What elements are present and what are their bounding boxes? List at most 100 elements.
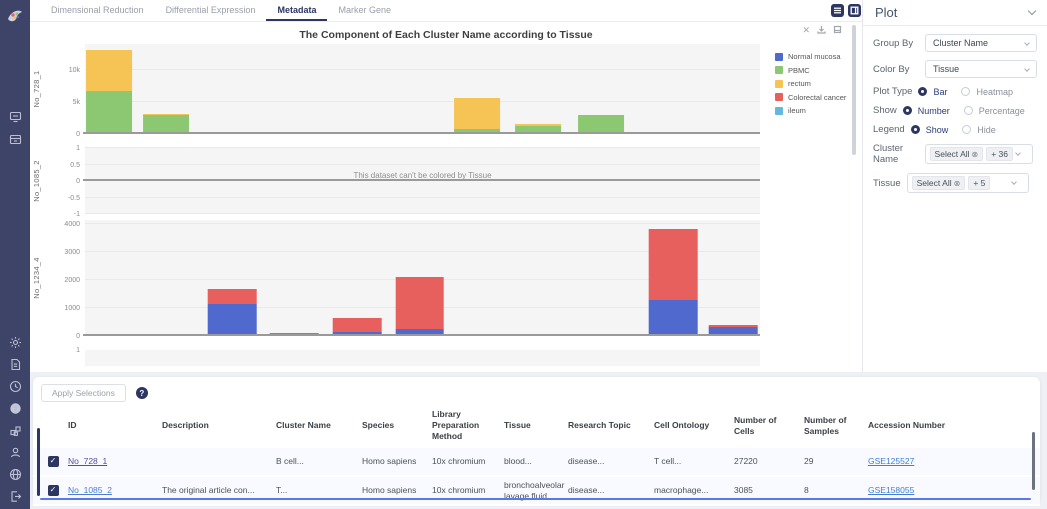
legend-item[interactable]: rectum — [775, 79, 846, 88]
stacked-bar[interactable] — [395, 220, 445, 336]
radio-heatmap[interactable] — [961, 87, 971, 96]
bar-segment[interactable] — [395, 277, 445, 330]
stacked-bar[interactable] — [143, 44, 189, 134]
bar-segment[interactable] — [454, 98, 501, 129]
expand-arrows-icon[interactable]: ✕ — [802, 25, 810, 35]
radio-legend-show[interactable] — [910, 125, 920, 134]
table-cell: Homo sapiens — [362, 485, 417, 496]
blocks-icon[interactable] — [9, 424, 22, 437]
table-horizontal-scrollbar[interactable] — [40, 498, 1031, 500]
table-right-scrollbar[interactable] — [1032, 432, 1035, 490]
radio-bar-label[interactable]: Bar — [933, 86, 948, 97]
legend-item[interactable]: PBMC — [775, 66, 846, 75]
bar-segment[interactable] — [708, 325, 758, 328]
radio-heatmap-label[interactable]: Heatmap — [976, 86, 1013, 97]
user-icon[interactable] — [9, 446, 22, 459]
archive-icon[interactable] — [9, 133, 22, 146]
bar-segment[interactable] — [577, 114, 624, 134]
panel-title: Plot — [875, 5, 898, 20]
bar-segment[interactable] — [143, 115, 189, 134]
legend-item[interactable]: Normal mucosa — [775, 52, 846, 61]
tab-marker-gene[interactable]: Marker Gene — [338, 4, 391, 15]
stacked-bar[interactable] — [207, 220, 257, 336]
bar-segment[interactable] — [85, 49, 132, 91]
stacked-bar[interactable] — [454, 44, 501, 134]
bar-segment[interactable] — [514, 124, 561, 126]
cluster-name-multiselect[interactable]: Select All ⊗ + 36 — [924, 144, 1033, 164]
radio-percentage-label[interactable]: Percentage — [978, 105, 1025, 116]
stacked-bar[interactable] — [708, 220, 758, 336]
stacked-bar[interactable] — [514, 44, 561, 134]
bar-segment[interactable] — [648, 299, 698, 336]
tab-differential-expression[interactable]: Differential Expression — [165, 4, 256, 15]
tab-dimensional-reduction[interactable]: Dimensional Reduction — [51, 4, 144, 15]
bar-segment[interactable] — [269, 332, 319, 335]
help-icon[interactable]: ? — [135, 387, 148, 399]
radio-number[interactable] — [902, 106, 912, 115]
bar-segment[interactable] — [454, 128, 501, 134]
help-circle-icon[interactable]: ? — [9, 402, 22, 415]
frame-icon[interactable] — [833, 25, 842, 36]
column-header: Accession Number — [868, 420, 945, 431]
stacked-bar[interactable] — [577, 44, 624, 134]
row-checkbox[interactable]: ✓ — [47, 456, 59, 468]
brightness-icon[interactable] — [9, 336, 22, 349]
color-by-select[interactable]: Tissue — [925, 60, 1037, 78]
bar-segment[interactable] — [708, 327, 758, 336]
logout-icon[interactable] — [9, 490, 22, 503]
apply-selections-button[interactable]: Apply Selections — [41, 384, 126, 402]
download-icon[interactable] — [817, 25, 826, 36]
tissue-multiselect[interactable]: Select All ⊗ + 5 — [906, 173, 1029, 193]
radio-legend-show-label[interactable]: Show — [925, 124, 949, 135]
bar-segment[interactable] — [332, 317, 382, 333]
select-all-tag[interactable]: Select All ⊗ — [911, 176, 966, 190]
stacked-bar[interactable] — [648, 220, 698, 336]
bar-segment[interactable] — [143, 113, 189, 116]
accession-link[interactable]: GSE158055 — [868, 485, 915, 496]
group-by-select[interactable]: Cluster Name — [925, 34, 1037, 52]
document-icon[interactable] — [9, 358, 22, 371]
radio-legend-hide[interactable] — [962, 125, 972, 134]
legend-item[interactable]: ileum — [775, 106, 846, 115]
split-layout-icon[interactable] — [848, 4, 861, 17]
column-header: Number of Samples — [804, 414, 847, 436]
radio-number-label[interactable]: Number — [917, 105, 950, 116]
bar-segment[interactable] — [514, 125, 561, 134]
radio-legend-hide-label[interactable]: Hide — [977, 124, 996, 135]
row-checkbox[interactable]: ✓ — [47, 485, 59, 497]
chevron-down-icon[interactable] — [1027, 6, 1037, 16]
column-header: Cell Ontology — [654, 420, 710, 431]
legend-control: Legend Show Hide — [873, 124, 1037, 135]
bar-segment[interactable] — [207, 288, 257, 304]
plot-scrollbar[interactable] — [852, 25, 856, 155]
remove-tag-icon[interactable]: ⊗ — [953, 178, 961, 188]
left-sidebar: ? — [0, 0, 30, 509]
accession-link[interactable]: GSE125527 — [868, 456, 915, 467]
dataset-id-link[interactable]: No_1085_2 — [68, 485, 112, 496]
bar-segment[interactable] — [648, 228, 698, 300]
legend-label: Normal mucosa — [788, 52, 841, 61]
dataset-table-card: Apply Selections ? ID Description Cluster … — [33, 377, 1040, 507]
stacked-bar[interactable] — [85, 44, 132, 134]
bar-segment[interactable] — [207, 303, 257, 336]
y-axis-tick: 0 — [76, 178, 80, 185]
dataset-id-link[interactable]: No_728_1 — [68, 456, 108, 467]
stacked-bar[interactable] — [332, 220, 382, 336]
table-cell: T... — [276, 485, 288, 496]
monitor-icon[interactable] — [9, 110, 22, 123]
chevron-down-icon — [1024, 66, 1030, 72]
remove-tag-icon[interactable]: ⊗ — [971, 149, 979, 159]
legend-item[interactable]: Colorectal cancer — [775, 93, 846, 102]
bar-segment[interactable] — [395, 329, 445, 336]
clock-icon[interactable] — [9, 380, 22, 393]
bar-segment[interactable] — [85, 90, 132, 134]
tab-metadata[interactable]: Metadata — [266, 0, 328, 21]
rows-layout-icon[interactable] — [831, 4, 844, 17]
stacked-bar[interactable] — [269, 220, 319, 336]
radio-bar[interactable] — [918, 87, 928, 96]
select-all-tag[interactable]: Select All ⊗ — [929, 147, 984, 161]
radio-percentage[interactable] — [963, 106, 973, 115]
table-left-scrollbar[interactable] — [37, 428, 40, 496]
app-logo[interactable] — [4, 5, 26, 27]
globe-icon[interactable] — [9, 468, 22, 481]
